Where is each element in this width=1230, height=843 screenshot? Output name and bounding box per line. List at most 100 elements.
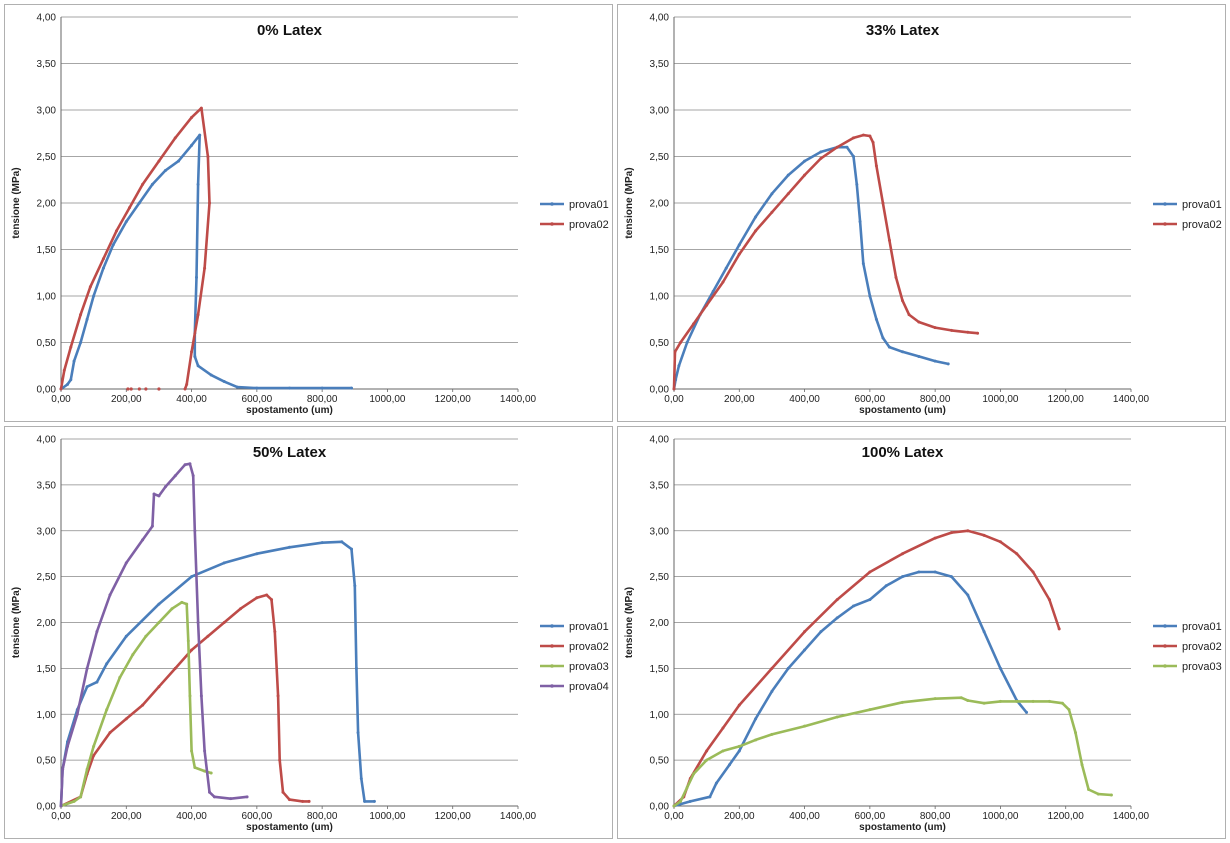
data-point <box>868 708 872 712</box>
x-tick-label: 400,00 <box>176 394 207 405</box>
y-tick-label: 2,50 <box>37 152 57 163</box>
data-point <box>85 767 89 771</box>
data-point <box>770 210 774 214</box>
data-point <box>754 717 758 721</box>
data-point <box>281 790 285 794</box>
data-point <box>982 701 986 705</box>
legend-label: prova04 <box>569 681 609 693</box>
x-tick-label: 200,00 <box>724 394 755 405</box>
data-point <box>714 781 718 785</box>
data-point <box>356 731 360 735</box>
data-point <box>137 201 141 205</box>
data-point <box>855 182 859 186</box>
data-point <box>152 492 156 496</box>
x-axis-title: spostamento (um) <box>246 822 333 833</box>
data-point <box>288 386 291 390</box>
data-point <box>721 749 725 753</box>
chart-title: 100% Latex <box>862 444 944 461</box>
data-point <box>803 159 807 163</box>
data-point <box>1109 793 1113 797</box>
series-line-prova03 <box>59 601 213 808</box>
data-point <box>198 133 202 137</box>
data-point <box>874 164 878 168</box>
data-point <box>727 763 731 767</box>
data-point <box>363 799 367 803</box>
data-point <box>786 192 790 196</box>
data-point <box>350 386 354 390</box>
x-tick-label: 800,00 <box>307 811 338 822</box>
data-point <box>372 799 376 803</box>
data-point <box>124 717 128 721</box>
data-point <box>868 598 872 602</box>
data-point <box>803 630 807 634</box>
data-point <box>724 266 728 270</box>
data-point <box>998 699 1002 703</box>
data-point <box>1096 792 1100 796</box>
data-point <box>901 700 904 704</box>
legend-marker <box>550 624 554 628</box>
data-point <box>754 215 758 219</box>
data-point <box>212 795 216 799</box>
data-point <box>209 373 213 377</box>
data-point <box>881 201 885 205</box>
data-point <box>1060 701 1064 705</box>
y-tick-label: 4,00 <box>650 435 670 446</box>
data-point <box>705 749 709 753</box>
x-tick-label: 1400,00 <box>1113 394 1150 405</box>
x-tick-label: 600,00 <box>242 811 273 822</box>
x-axis-title: spostamento (um) <box>859 405 946 416</box>
x-axis-title: spostamento (um) <box>859 822 946 833</box>
data-point <box>933 359 937 363</box>
legend-marker <box>550 644 554 648</box>
chart-panel-33-latex: 0,00 0,50 1,00 1,50 2,00 2,50 3,00 3,50 4,00 0,00… <box>617 4 1226 422</box>
data-point <box>803 173 807 177</box>
chart-svg: 0,00 0,50 1,00 1,50 2,00 2,50 3,00 3,50 4,00 0,00… <box>624 13 1222 417</box>
x-tick-label: 0,00 <box>51 811 71 822</box>
data-point <box>861 133 865 137</box>
data-point <box>222 380 226 384</box>
data-point <box>124 561 128 565</box>
data-point <box>1031 570 1035 574</box>
data-point <box>679 341 683 344</box>
data-point <box>679 799 683 803</box>
data-point <box>692 322 696 326</box>
data-point <box>180 600 184 604</box>
legend-label: prova01 <box>569 621 609 633</box>
data-point <box>737 252 741 256</box>
y-tick-label: 2,00 <box>650 199 670 210</box>
data-point <box>803 648 807 652</box>
chart-svg: 0,00 0,50 1,00 1,50 2,00 2,50 3,00 3,50 4,00 0,00… <box>11 435 609 834</box>
x-tick-label: 400,00 <box>789 394 820 405</box>
data-point <box>185 602 189 606</box>
data-point <box>157 621 161 624</box>
y-tick-label: 2,50 <box>37 572 57 583</box>
x-tick-label: 1000,00 <box>982 394 1019 405</box>
x-tick-label: 1200,00 <box>1048 811 1085 822</box>
data-point <box>245 795 249 799</box>
y-axis-title: tensione (MPa) <box>624 587 635 658</box>
data-point <box>66 382 70 386</box>
data-point <box>901 299 904 303</box>
y-tick-label: 0,50 <box>650 338 670 349</box>
y-tick-label: 3,50 <box>650 480 670 491</box>
data-point <box>72 799 76 803</box>
data-point <box>786 173 790 177</box>
data-point <box>199 106 203 110</box>
legend-marker <box>550 202 554 206</box>
x-tick-label: 0,00 <box>51 394 71 405</box>
y-tick-label: 4,00 <box>37 13 57 24</box>
chart-svg: 0,00 0,50 1,00 1,50 2,00 2,50 3,00 3,50 4,00 0,00… <box>624 435 1222 834</box>
legend-label: prova02 <box>569 219 609 231</box>
data-point <box>1025 710 1029 714</box>
data-point <box>949 328 953 332</box>
series-line-prova02 <box>672 133 979 391</box>
x-tick-label: 400,00 <box>176 811 207 822</box>
data-point <box>278 758 282 762</box>
data-point <box>754 229 758 233</box>
data-point <box>163 168 167 172</box>
x-tick-label: 600,00 <box>855 394 886 405</box>
data-point <box>79 795 83 799</box>
data-point <box>852 604 856 608</box>
series-line-prova01 <box>672 145 950 391</box>
data-point <box>1057 627 1061 631</box>
